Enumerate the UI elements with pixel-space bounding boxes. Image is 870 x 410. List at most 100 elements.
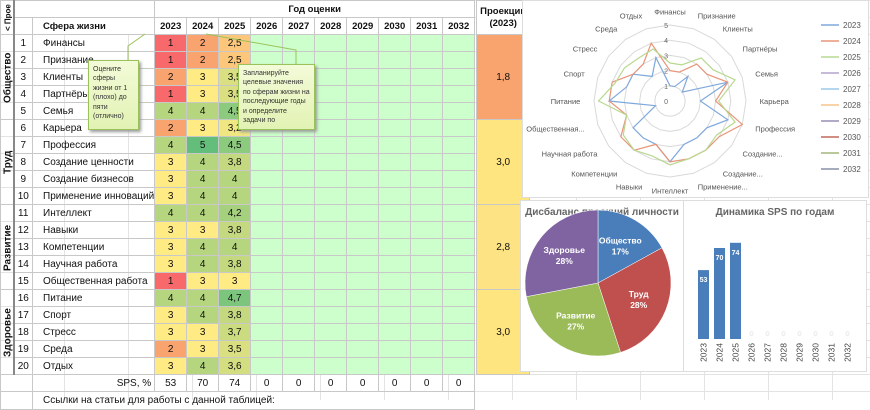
score-cell-empty[interactable] [378,340,412,358]
collapse-projections-button[interactable]: < Прое [0,0,14,35]
pie-slice-Общество[interactable] [597,209,663,284]
score-cell-empty[interactable] [346,68,380,86]
score-cell-empty[interactable] [314,68,348,86]
score-cell-empty[interactable] [250,323,284,341]
bar-2025[interactable] [730,242,741,339]
sphere-name-cell[interactable]: Навыки [31,221,156,239]
score-cell[interactable]: 3 [186,85,220,103]
score-cell[interactable]: 3 [154,323,188,341]
score-cell-empty[interactable] [314,170,348,188]
score-cell-empty[interactable] [282,204,316,222]
score-cell-empty[interactable] [314,136,348,154]
score-cell-empty[interactable] [442,272,476,290]
bar-chart[interactable]: Динамика SPS по годам 53 2023 70 2024 74 2025… [683,200,867,372]
score-cell-empty[interactable] [442,102,476,120]
score-cell-empty[interactable] [410,306,444,324]
score-cell-empty[interactable] [250,34,284,52]
pie-slice-Развитие[interactable] [526,282,621,357]
score-cell-empty[interactable] [282,272,316,290]
score-cell-empty[interactable] [378,34,412,52]
score-cell-empty[interactable] [282,357,316,375]
score-cell-empty[interactable] [442,204,476,222]
score-cell[interactable]: 4 [186,170,220,188]
score-cell-empty[interactable] [250,221,284,239]
score-cell[interactable]: 3 [154,187,188,205]
score-cell[interactable]: 4 [186,153,220,171]
sphere-name-cell[interactable]: Финансы [31,34,156,52]
score-cell[interactable]: 3 [154,357,188,375]
score-cell-empty[interactable] [314,306,348,324]
score-cell-empty[interactable] [442,153,476,171]
score-cell-empty[interactable] [410,102,444,120]
score-cell-empty[interactable] [346,85,380,103]
score-cell-empty[interactable] [250,238,284,256]
score-cell-empty[interactable] [442,323,476,341]
score-cell-empty[interactable] [442,85,476,103]
score-cell[interactable]: 3 [186,68,220,86]
score-cell-empty[interactable] [346,272,380,290]
score-cell-empty[interactable] [346,238,380,256]
score-cell-empty[interactable] [250,204,284,222]
score-cell[interactable]: 3 [154,153,188,171]
score-cell-empty[interactable] [250,306,284,324]
score-cell-empty[interactable] [250,255,284,273]
score-cell-empty[interactable] [346,306,380,324]
score-cell-empty[interactable] [410,238,444,256]
score-cell-empty[interactable] [442,357,476,375]
score-cell[interactable]: 3,8 [218,306,252,324]
score-cell[interactable]: 4 [154,102,188,120]
score-cell-empty[interactable] [346,34,380,52]
score-cell-empty[interactable] [314,153,348,171]
score-cell-empty[interactable] [442,119,476,137]
score-cell-empty[interactable] [410,170,444,188]
score-cell-empty[interactable] [378,153,412,171]
score-cell[interactable]: 5 [186,136,220,154]
score-cell-empty[interactable] [282,340,316,358]
score-cell[interactable]: 3 [186,119,220,137]
score-cell[interactable]: 3 [186,221,220,239]
score-cell-empty[interactable] [378,204,412,222]
score-cell-empty[interactable] [410,85,444,103]
sphere-name-cell[interactable]: Научная работа [31,255,156,273]
score-cell-empty[interactable] [442,51,476,69]
score-cell-empty[interactable] [314,51,348,69]
score-cell-empty[interactable] [282,221,316,239]
score-cell[interactable]: 4,5 [218,136,252,154]
score-cell[interactable]: 4 [186,357,220,375]
score-cell-empty[interactable] [410,187,444,205]
score-cell-empty[interactable] [282,323,316,341]
score-cell[interactable]: 3,5 [218,340,252,358]
score-cell-empty[interactable] [410,323,444,341]
score-cell-empty[interactable] [378,238,412,256]
projection-cell[interactable]: 1,8 [476,34,531,120]
score-cell-empty[interactable] [410,51,444,69]
score-cell[interactable]: 4 [186,306,220,324]
pie-slice-Труд[interactable] [597,247,672,353]
sphere-name-cell[interactable]: Стресс [31,323,156,341]
score-cell-empty[interactable] [314,357,348,375]
bar-2024[interactable] [714,248,725,339]
score-cell[interactable]: 3 [154,306,188,324]
score-cell-empty[interactable] [282,238,316,256]
score-cell[interactable]: 3 [218,272,252,290]
score-cell-empty[interactable] [442,68,476,86]
score-cell-empty[interactable] [346,119,380,137]
score-cell-empty[interactable] [442,136,476,154]
score-cell-empty[interactable] [282,34,316,52]
sphere-name-cell[interactable]: Питание [31,289,156,307]
score-cell-empty[interactable] [378,323,412,341]
score-cell-empty[interactable] [282,255,316,273]
score-cell[interactable]: 3,7 [218,323,252,341]
sphere-name-cell[interactable]: Создание бизнесов [31,170,156,188]
sphere-name-cell[interactable]: Компетенции [31,238,156,256]
score-cell-empty[interactable] [410,255,444,273]
score-cell-empty[interactable] [442,238,476,256]
score-cell-empty[interactable] [442,306,476,324]
score-cell-empty[interactable] [346,323,380,341]
radar-chart[interactable]: 0 1 2 3 4 5 Финансы Признание Клиенты Партнёры Сем… [522,0,869,198]
score-cell-empty[interactable] [250,357,284,375]
score-cell[interactable]: 1 [154,85,188,103]
sphere-name-cell[interactable]: Профессия [31,136,156,154]
score-cell-empty[interactable] [378,119,412,137]
score-cell-empty[interactable] [314,255,348,273]
